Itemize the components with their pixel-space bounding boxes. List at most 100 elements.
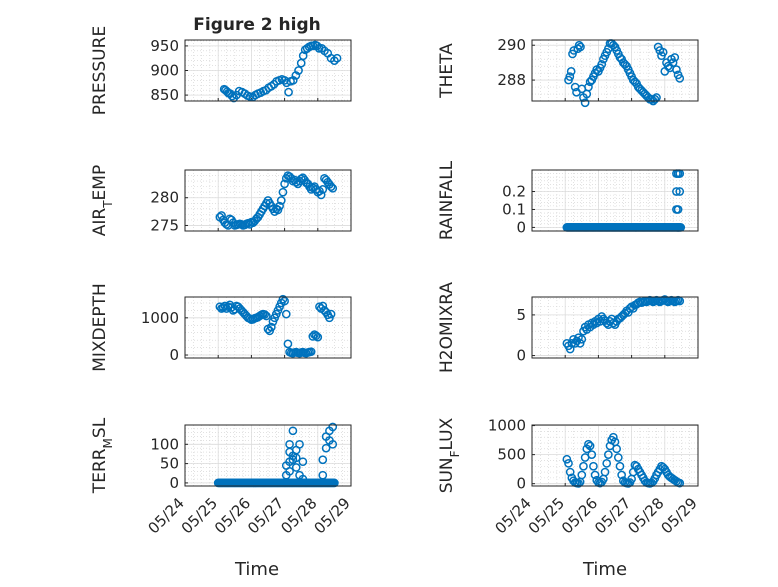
y-tick-label: 850 [150,86,179,104]
y-axis-label: AIRTEMP [90,165,115,236]
data-point [617,470,626,480]
data-point [285,466,294,476]
data-point [330,478,339,488]
data-point [261,311,271,321]
data-point [280,75,289,85]
y-axis-label: RAINFALL [437,160,457,240]
data-point [278,294,288,304]
axes-box [531,39,699,102]
data-point [566,67,576,76]
data-point [328,439,338,449]
data-point [574,40,584,50]
data-point [565,72,575,81]
subplot-7: 050 100 TERRMSL 05/2405/2505/2605/2705/2805… [90,417,354,537]
x-tick-label: 05/26 [211,494,254,537]
axes-box [184,296,352,359]
data-point [565,344,575,354]
data-point [326,309,336,319]
data-point [275,201,284,211]
data-point [612,444,622,454]
data-point [658,47,668,57]
y-tick-label: 50 [160,455,179,473]
y-tick-label: 0 [516,475,526,493]
axes-box [531,296,699,359]
data-point [580,98,590,108]
data-point [650,94,660,104]
y-tick-label: 100 [150,435,179,453]
x-tick-label: 05/27 [591,494,634,537]
x-tick-label: 05/25 [178,494,221,537]
data-point [604,450,613,459]
data-point [298,457,308,467]
y-axis-label: PRESSURE [90,26,110,115]
data-point [600,467,610,477]
y-tick-label: 0 [169,474,179,492]
axes-box [184,169,352,232]
data-point [227,91,237,101]
data-point [278,187,288,197]
data-point [328,183,338,193]
data-point [328,422,338,432]
data-point [314,44,324,53]
data-point [326,182,336,191]
y-tick-label: 0.2 [502,183,526,201]
data-point [283,339,293,349]
data-point [318,455,328,465]
figure-title: Figure 2 high [193,15,321,35]
data-point [281,309,291,319]
x-axis-label-left: Time [234,559,279,580]
data-point [615,461,625,471]
y-tick-label: 5 [516,306,526,324]
y-axis-label: MIXDEPTH [90,283,110,372]
y-tick-label: 0 [169,346,179,364]
data-point [675,73,685,83]
axes-box [531,169,699,232]
data-point [647,94,656,104]
data-point [668,58,678,68]
y-tick-label: 275 [150,216,179,234]
data-point [602,458,612,468]
data-point [291,463,301,472]
data-point [576,42,585,52]
data-point [311,331,321,341]
data-point [574,479,583,488]
data-point [280,179,289,189]
data-point [295,439,304,449]
subplot-1: 850 900 950 PRESSURE [90,26,352,115]
data-point [285,439,294,449]
subplot-5: 0 1000 MIXDEPTH [90,283,352,372]
x-tick-label: 05/26 [558,494,601,537]
y-tick-label: 280 [150,189,179,207]
data-point [294,66,303,75]
x-tick-label: 05/25 [525,494,568,537]
y-tick-label: 290 [497,36,526,54]
subplot-6: 0 5 H2OMIXRA [437,282,699,373]
data-point [608,432,618,442]
subplot-2: 288 290 THETA [437,36,699,108]
y-axis-label: TERRMSL [90,417,115,494]
data-point [575,339,585,348]
data-point [590,470,600,480]
y-tick-label: 288 [497,71,526,89]
y-tick-label: 1000 [141,309,179,327]
x-tick-label: 05/29 [658,494,701,537]
data-point [291,453,301,463]
data-point [584,82,593,92]
data-point [313,332,323,342]
data-point [330,56,339,66]
data-point [613,453,623,462]
y-tick-label: 900 [150,62,179,80]
data-point [288,426,298,436]
y-tick-label: 0.1 [502,200,526,218]
y-axis-label: THETA [437,43,457,99]
subplot-3: 275 280 AIRTEMP [90,165,352,236]
data-point [579,461,588,471]
data-point [564,458,573,468]
axes-box [531,424,699,487]
data-point [316,190,326,200]
data-point [284,87,293,97]
data-point [312,41,322,51]
x-tick-label: 05/28 [277,494,320,537]
data-point [298,474,308,484]
data-point [318,185,328,194]
